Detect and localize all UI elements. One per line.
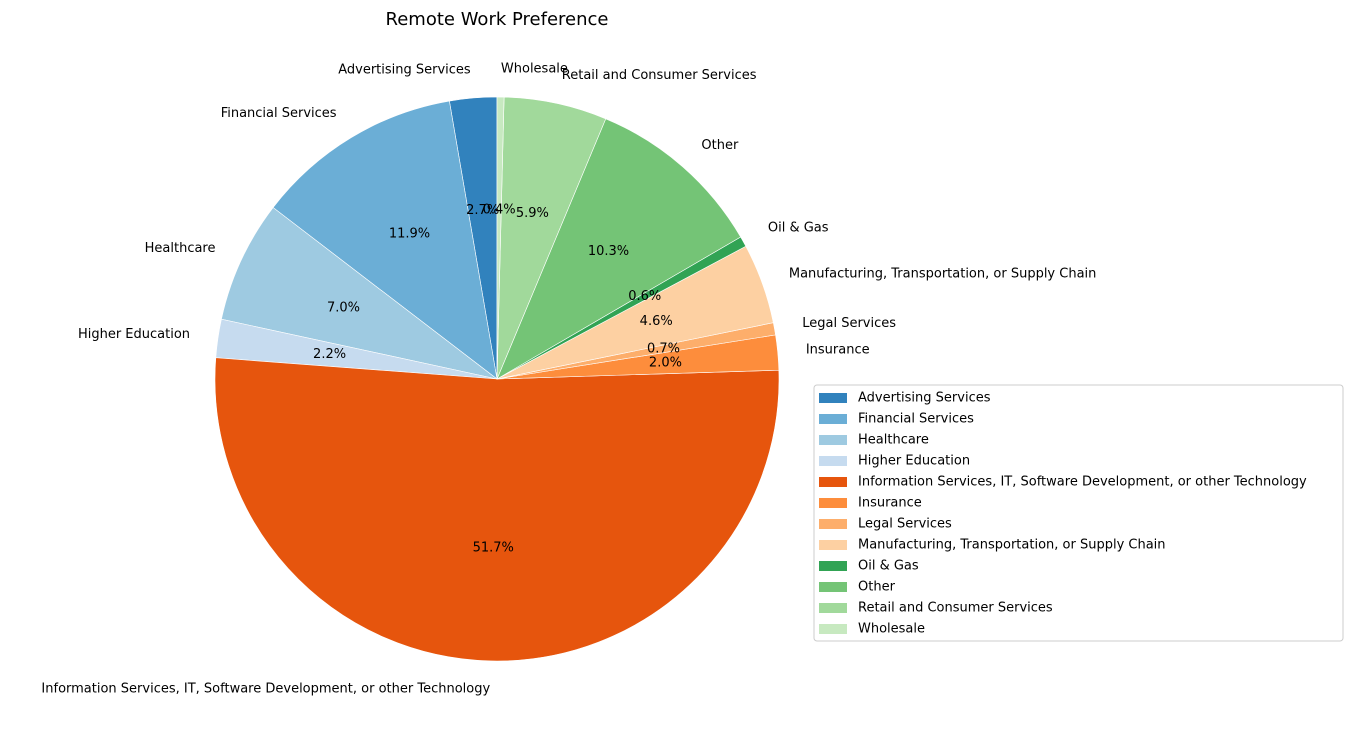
- legend-swatch-healthcare: [819, 435, 847, 445]
- legend-swatch-manufacturing-transportation-or-supply-chain: [819, 540, 847, 550]
- chart-title: Remote Work Preference: [386, 9, 609, 30]
- legend-label-oil-gas: Oil & Gas: [858, 559, 919, 574]
- pie-slice-healthcare: [221, 207, 498, 380]
- slice-percent-manufacturing-transportation-or-supply-chain: 4.6%: [640, 314, 673, 329]
- slice-label-wholesale: Wholesale: [501, 61, 568, 76]
- legend-label-manufacturing-transportation-or-supply-chain: Manufacturing, Transportation, or Supply…: [858, 538, 1166, 553]
- legend-swatch-wholesale: [819, 624, 847, 634]
- legend-label-advertising-services: Advertising Services: [858, 391, 991, 406]
- legend-swatch-retail-and-consumer-services: [819, 603, 847, 613]
- legend-label-financial-services: Financial Services: [858, 412, 974, 427]
- slice-label-advertising-services: Advertising Services: [338, 62, 471, 77]
- pie-slice-information-services-it-software-development-or-other-technology: [214, 357, 780, 662]
- legend-label-other: Other: [858, 580, 896, 595]
- legend-swatch-legal-services: [819, 519, 847, 529]
- legend-swatch-advertising-services: [819, 393, 847, 403]
- slice-label-information-services-it-software-development-or-other-technology: Information Services, IT, Software Devel…: [41, 682, 490, 697]
- slice-label-oil-gas: Oil & Gas: [768, 220, 829, 235]
- legend-swatch-insurance: [819, 498, 847, 508]
- slice-percent-labels: 2.7% 11.9% 7.0% 2.2% 51.7% 2.0%0.7% 4.6% 0.6% 10…: [313, 202, 682, 555]
- legend-swatch-other: [819, 582, 847, 592]
- slice-label-insurance: Insurance: [806, 342, 870, 357]
- slice-percent-advertising-services: 2.7%: [466, 203, 499, 218]
- legend-swatch-financial-services: [819, 414, 847, 424]
- slice-labels: Advertising Services Financial Services He…: [41, 61, 1096, 696]
- slice-percent-retail-and-consumer-services: 5.9%: [516, 206, 549, 221]
- legend-swatch-information-services-it-software-development-or-other-technology: [819, 477, 847, 487]
- slice-label-manufacturing-transportation-or-supply-chain: Manufacturing, Transportation, or Supply…: [789, 266, 1097, 281]
- legend-swatch-oil-gas: [819, 561, 847, 571]
- pie-slice-wholesale: [496, 96, 505, 380]
- pie-slice-financial-services: [272, 100, 498, 380]
- slice-percent-higher-education: 2.2%: [313, 347, 346, 362]
- slice-percent-insurance: 2.0%: [649, 356, 682, 371]
- slice-percent-other: 10.3%: [588, 244, 629, 259]
- slice-percent-legal-services: 0.7%: [647, 341, 680, 356]
- legend-label-insurance: Insurance: [858, 496, 922, 511]
- legend-label-information-services-it-software-development-or-other-technology: Information Services, IT, Software Devel…: [858, 475, 1307, 490]
- slice-label-healthcare: Healthcare: [145, 241, 216, 256]
- slice-label-legal-services: Legal Services: [802, 316, 896, 331]
- slice-percent-information-services-it-software-development-or-other-technology: 51.7%: [473, 541, 514, 556]
- legend-label-legal-services: Legal Services: [858, 517, 952, 532]
- slice-label-retail-and-consumer-services: Retail and Consumer Services: [562, 68, 757, 83]
- slice-percent-oil-gas: 0.6%: [628, 289, 661, 304]
- pie-slice-other: [496, 118, 742, 380]
- legend-swatch-higher-education: [819, 456, 847, 466]
- slice-percent-financial-services: 11.9%: [389, 227, 430, 242]
- legend-label-healthcare: Healthcare: [858, 433, 929, 448]
- slice-percent-healthcare: 7.0%: [327, 300, 360, 315]
- legend-frame: [813, 384, 1344, 642]
- legend-entries: Advertising Services Financial Services He…: [819, 391, 1307, 637]
- legend-label-wholesale: Wholesale: [858, 622, 925, 637]
- slice-percent-wholesale: 0.4%: [483, 202, 516, 217]
- legend: Advertising Services Financial Services He…: [813, 384, 1344, 642]
- slice-label-higher-education: Higher Education: [78, 327, 190, 342]
- pie-slices: [214, 96, 780, 662]
- legend-label-higher-education: Higher Education: [858, 454, 970, 469]
- slice-label-financial-services: Financial Services: [221, 106, 337, 121]
- slice-label-other: Other: [701, 138, 739, 153]
- legend-label-retail-and-consumer-services: Retail and Consumer Services: [858, 601, 1053, 616]
